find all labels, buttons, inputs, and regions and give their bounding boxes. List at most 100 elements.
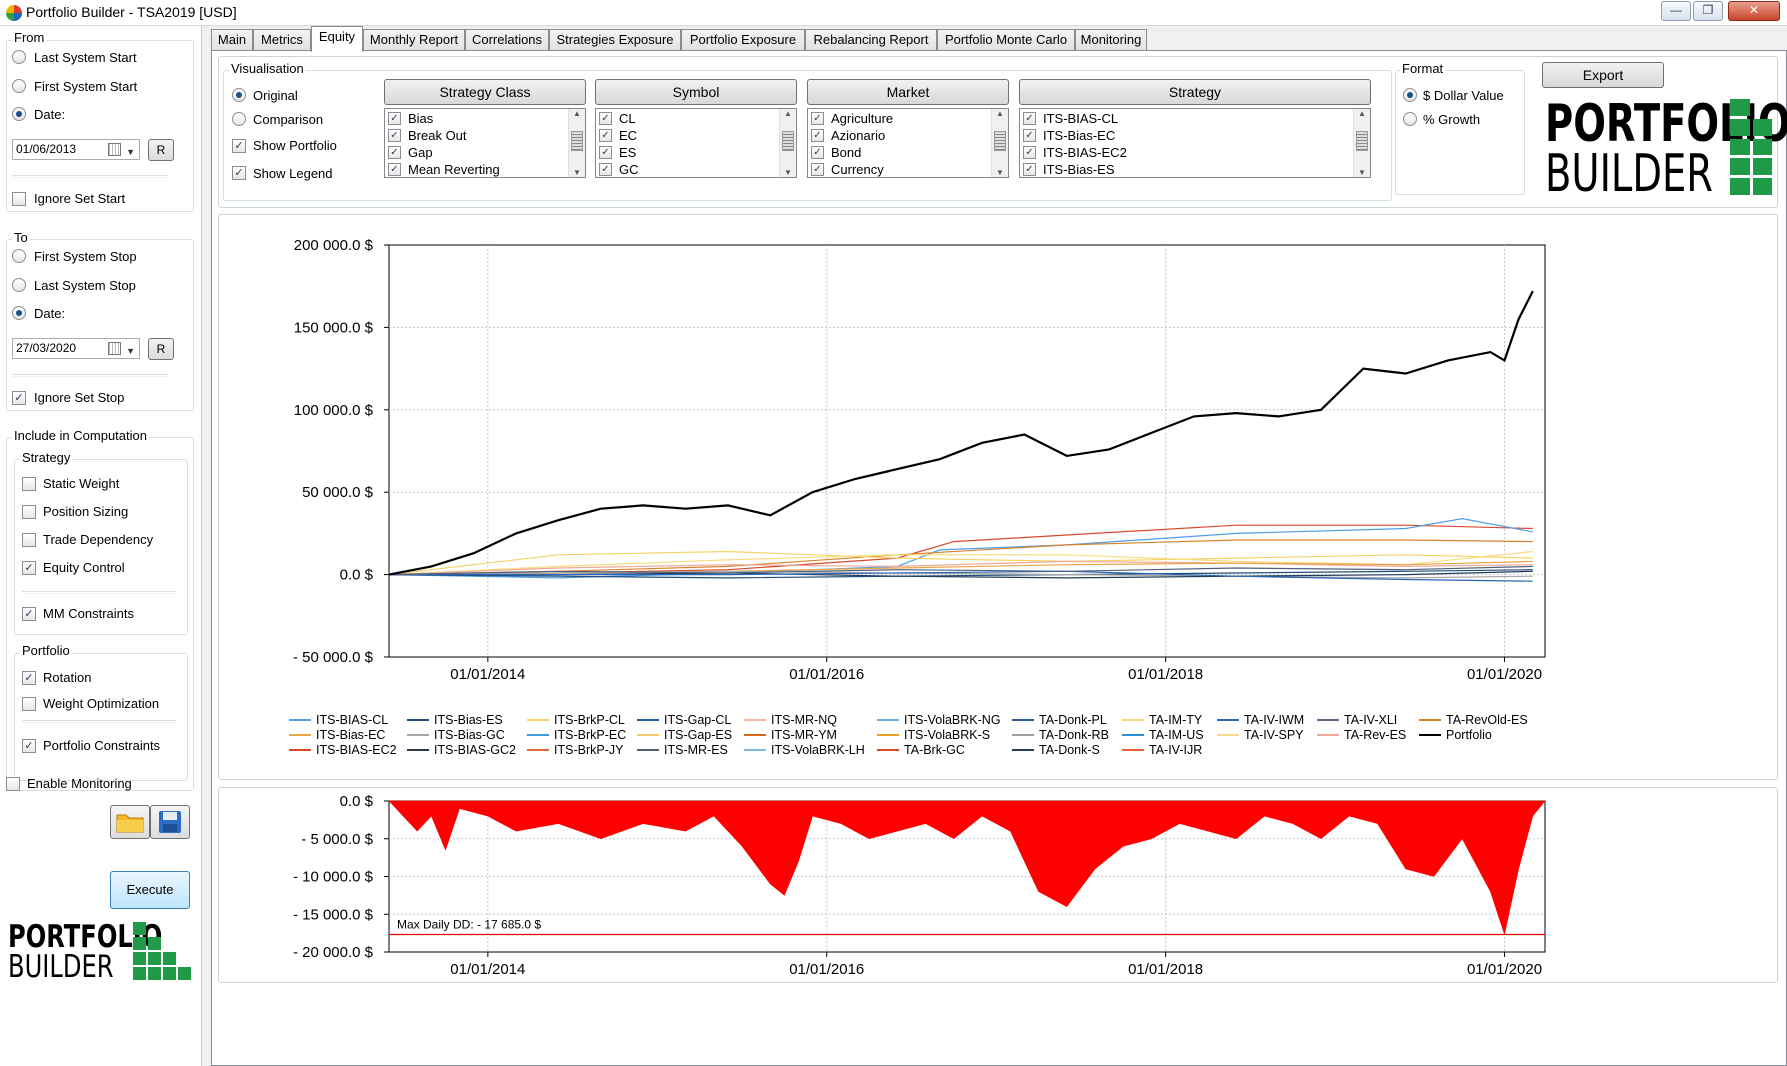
mm-constraints-checkbox[interactable]: ✓ bbox=[22, 607, 36, 621]
scroll-down-icon[interactable]: ▼ bbox=[573, 168, 581, 177]
tab-monitoring[interactable]: Monitoring bbox=[1075, 29, 1147, 51]
comparison-radio[interactable] bbox=[232, 112, 246, 126]
original-radio[interactable] bbox=[232, 88, 246, 102]
show-portfolio-label: Show Portfolio bbox=[253, 138, 337, 153]
trade-dependency-checkbox[interactable] bbox=[22, 533, 36, 547]
scroll-up-icon[interactable]: ▲ bbox=[1358, 109, 1366, 118]
scroll-thumb[interactable] bbox=[782, 131, 794, 151]
maximize-button[interactable]: ❐ bbox=[1693, 1, 1723, 21]
item-checkbox[interactable]: ✓ bbox=[388, 112, 401, 125]
item-checkbox[interactable]: ✓ bbox=[811, 163, 824, 176]
scroll-thumb[interactable] bbox=[571, 131, 583, 151]
weight-optimization-checkbox[interactable] bbox=[22, 697, 36, 711]
tab-correlations[interactable]: Correlations bbox=[465, 29, 549, 51]
portfolio-constraints-checkbox[interactable]: ✓ bbox=[22, 739, 36, 753]
tab-equity[interactable]: Equity bbox=[311, 26, 363, 52]
app-icon bbox=[6, 5, 22, 21]
scroll-down-icon[interactable]: ▼ bbox=[996, 168, 1004, 177]
tab-main[interactable]: Main bbox=[211, 29, 253, 51]
item-checkbox[interactable]: ✓ bbox=[599, 129, 612, 142]
to-date-radio[interactable] bbox=[12, 306, 26, 320]
item-checkbox[interactable]: ✓ bbox=[599, 112, 612, 125]
item-checkbox[interactable]: ✓ bbox=[599, 163, 612, 176]
from-date-radio[interactable] bbox=[12, 107, 26, 121]
tab-portfolio-monte-carlo[interactable]: Portfolio Monte Carlo bbox=[937, 29, 1075, 51]
scroll-up-icon[interactable]: ▲ bbox=[996, 109, 1004, 118]
scroll-up-icon[interactable]: ▲ bbox=[573, 109, 581, 118]
show-legend-label: Show Legend bbox=[253, 166, 333, 181]
symbol-list[interactable]: ✓ CL ✓ EC ✓ ES ✓ GC ▲ ▼ bbox=[595, 108, 797, 178]
save-button[interactable] bbox=[150, 805, 190, 839]
legend-label: TA-IV-XLI bbox=[1344, 713, 1397, 727]
open-folder-button[interactable] bbox=[110, 805, 150, 839]
position-sizing-checkbox[interactable] bbox=[22, 505, 36, 519]
series-line bbox=[388, 570, 1533, 579]
to-date-picker[interactable]: 27/03/2020 ▼ bbox=[12, 338, 140, 359]
market-list[interactable]: ✓ Agriculture ✓ Azionario ✓ Bond ✓ Currency … bbox=[807, 108, 1009, 178]
series-line bbox=[388, 550, 1533, 576]
equity-chart: 200 000.0 $ 150 000.0 $ 100 000.0 $ 50 000.… bbox=[289, 237, 1546, 757]
from-reset-button[interactable]: R bbox=[148, 139, 174, 161]
export-button[interactable]: Export bbox=[1542, 62, 1664, 88]
item-checkbox[interactable]: ✓ bbox=[1023, 129, 1036, 142]
window-title: Portfolio Builder - TSA2019 [USD] bbox=[26, 4, 237, 20]
scrollbar[interactable]: ▲ ▼ bbox=[991, 109, 1008, 177]
strategy-class-list[interactable]: ✓ Bias ✓ Break Out ✓ Gap ✓ Mean Reverting ▲ ▼ bbox=[384, 108, 586, 178]
scrollbar[interactable]: ▲ ▼ bbox=[779, 109, 796, 177]
minimize-button[interactable]: — bbox=[1661, 1, 1691, 21]
equity-control-checkbox[interactable]: ✓ bbox=[22, 561, 36, 575]
scroll-thumb[interactable] bbox=[994, 131, 1006, 151]
legend-label: ITS-MR-NQ bbox=[771, 713, 837, 727]
tab-strategies-exposure[interactable]: Strategies Exposure bbox=[549, 29, 681, 51]
item-checkbox[interactable]: ✓ bbox=[811, 146, 824, 159]
scroll-down-icon[interactable]: ▼ bbox=[1358, 168, 1366, 177]
tab-portfolio-exposure[interactable]: Portfolio Exposure bbox=[681, 29, 805, 51]
tab-metrics[interactable]: Metrics bbox=[253, 29, 311, 51]
last-system-stop-radio[interactable] bbox=[12, 278, 26, 292]
tab-monthly-report[interactable]: Monthly Report bbox=[363, 29, 465, 51]
logo-line2: BUILDER bbox=[1545, 144, 1714, 204]
save-icon bbox=[159, 811, 181, 833]
item-checkbox[interactable]: ✓ bbox=[599, 146, 612, 159]
show-legend-checkbox[interactable]: ✓ bbox=[232, 166, 246, 180]
item-checkbox[interactable]: ✓ bbox=[388, 129, 401, 142]
strategy-class-header-button[interactable]: Strategy Class bbox=[384, 79, 586, 105]
item-checkbox[interactable]: ✓ bbox=[1023, 112, 1036, 125]
scroll-down-icon[interactable]: ▼ bbox=[784, 168, 792, 177]
execute-button[interactable]: Execute bbox=[110, 871, 190, 909]
to-reset-button[interactable]: R bbox=[148, 338, 174, 360]
y-tick-label: - 15 000.0 $ bbox=[293, 906, 374, 923]
close-button[interactable]: ✕ bbox=[1728, 1, 1780, 21]
legend-label: TA-Donk-S bbox=[1039, 743, 1100, 757]
first-system-start-radio[interactable] bbox=[12, 79, 26, 93]
scroll-up-icon[interactable]: ▲ bbox=[784, 109, 792, 118]
growth-radio[interactable] bbox=[1403, 112, 1417, 126]
item-checkbox[interactable]: ✓ bbox=[388, 163, 401, 176]
first-system-stop-radio[interactable] bbox=[12, 249, 26, 263]
symbol-header-button[interactable]: Symbol bbox=[595, 79, 797, 105]
scrollbar[interactable]: ▲ ▼ bbox=[568, 109, 585, 177]
item-checkbox[interactable]: ✓ bbox=[1023, 163, 1036, 176]
strategy-list[interactable]: ✓ ITS-BIAS-CL ✓ ITS-Bias-EC ✓ ITS-BIAS-EC2 … bbox=[1019, 108, 1371, 178]
scroll-thumb[interactable] bbox=[1356, 131, 1368, 151]
legend-label: TA-IM-US bbox=[1149, 728, 1204, 742]
dollar-value-radio[interactable] bbox=[1403, 88, 1417, 102]
scrollbar[interactable]: ▲ ▼ bbox=[1353, 109, 1370, 177]
item-checkbox[interactable]: ✓ bbox=[811, 129, 824, 142]
item-checkbox[interactable]: ✓ bbox=[811, 112, 824, 125]
ignore-set-stop-checkbox[interactable]: ✓ bbox=[12, 391, 26, 405]
enable-monitoring-checkbox[interactable] bbox=[6, 777, 20, 791]
market-header-button[interactable]: Market bbox=[807, 79, 1009, 105]
strategy-header-button[interactable]: Strategy bbox=[1019, 79, 1371, 105]
static-weight-checkbox[interactable] bbox=[22, 477, 36, 491]
last-system-start-radio[interactable] bbox=[12, 50, 26, 64]
ignore-set-start-label: Ignore Set Start bbox=[34, 191, 126, 206]
plot-area bbox=[388, 244, 1546, 658]
item-checkbox[interactable]: ✓ bbox=[388, 146, 401, 159]
rotation-checkbox[interactable]: ✓ bbox=[22, 671, 36, 685]
show-portfolio-checkbox[interactable]: ✓ bbox=[232, 139, 246, 153]
from-date-picker[interactable]: 01/06/2013 ▼ bbox=[12, 139, 140, 160]
item-checkbox[interactable]: ✓ bbox=[1023, 146, 1036, 159]
tab-rebalancing-report[interactable]: Rebalancing Report bbox=[805, 29, 937, 51]
ignore-set-start-checkbox[interactable] bbox=[12, 192, 26, 206]
